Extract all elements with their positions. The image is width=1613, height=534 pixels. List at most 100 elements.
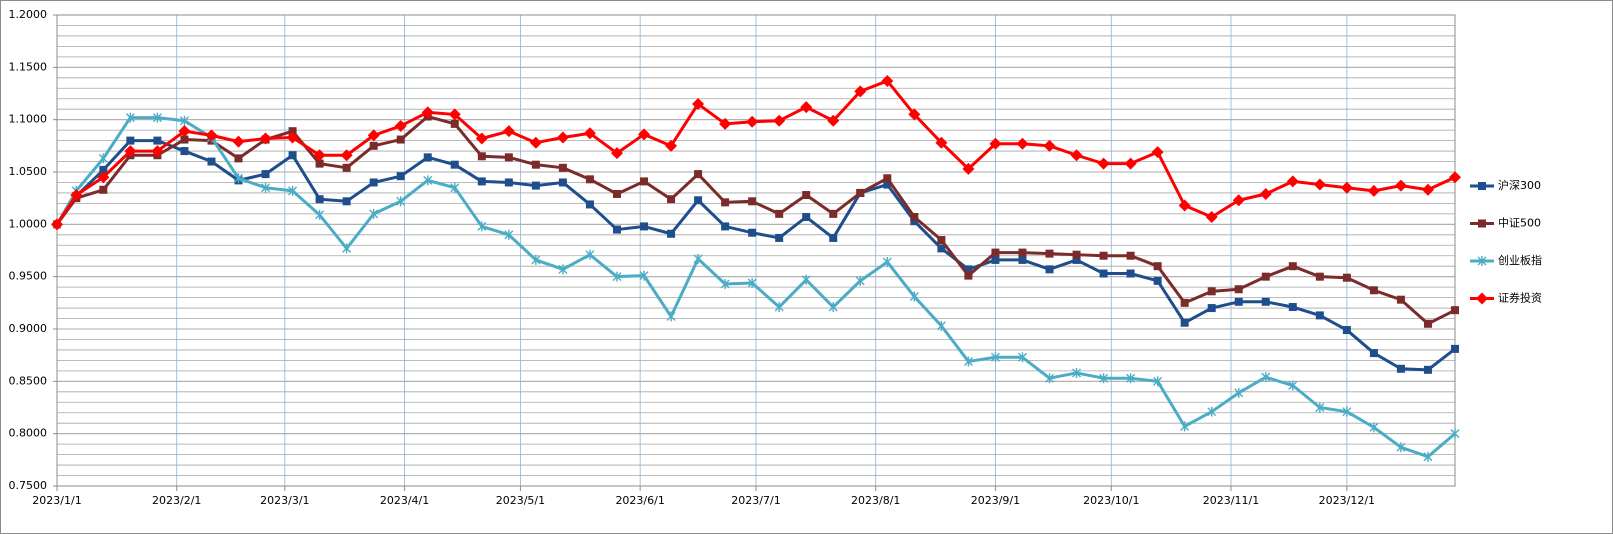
marker [1288,262,1297,271]
marker [1045,265,1054,274]
marker [746,115,759,128]
legend-label: 证券投资 [1498,291,1542,305]
marker [720,278,730,289]
marker [1261,372,1271,383]
marker [1451,306,1459,315]
marker [612,271,622,282]
x-tick-label: 2023/9/1 [971,494,1020,507]
marker [1018,255,1027,264]
marker [1342,406,1352,417]
marker [396,196,406,207]
marker [98,153,108,164]
marker [936,320,946,331]
marker [1180,298,1189,307]
marker [775,209,784,218]
marker [504,229,514,240]
marker [367,129,380,142]
marker [394,119,407,132]
marker [1261,297,1270,306]
y-tick-label: 0.8000 [9,427,48,440]
marker [286,131,299,144]
marker [288,127,297,136]
marker [829,233,838,242]
marker [99,165,108,174]
y-tick-label: 1.1500 [9,60,48,73]
marker [450,160,459,169]
marker [640,222,649,231]
marker [1153,262,1162,271]
marker [180,147,189,156]
marker [261,182,271,193]
marker [1369,286,1378,295]
marker [1396,364,1405,373]
marker [1476,292,1488,305]
marker [99,185,108,194]
marker [531,254,541,265]
y-tick-label: 1.0500 [9,165,48,178]
marker [612,189,621,198]
x-tick-label: 2023/11/1 [1203,494,1259,507]
marker [558,163,567,172]
marker [883,180,892,189]
marker [1072,250,1081,259]
marker [97,171,110,184]
marker [1288,303,1297,312]
marker [261,170,270,179]
marker [1151,146,1164,159]
marker [774,302,784,313]
marker [450,182,460,193]
marker [1450,428,1460,439]
y-tick-label: 1.1000 [9,113,48,126]
marker [421,106,434,119]
marker [1018,248,1027,257]
marker [882,257,892,268]
marker [1070,149,1083,162]
marker [719,117,732,130]
marker [396,135,405,144]
x-tick-label: 2023/10/1 [1083,494,1139,507]
marker [1072,367,1082,378]
y-tick-label: 0.9500 [9,270,48,283]
marker [124,145,137,158]
marker [1396,295,1405,304]
marker [1126,251,1135,260]
x-tick-label: 2023/2/1 [152,494,201,507]
marker [369,141,378,150]
marker [694,170,703,179]
x-tick-label: 2023/7/1 [731,494,780,507]
marker [612,225,621,234]
marker [1234,387,1244,398]
marker [666,311,676,322]
marker [1234,297,1243,306]
marker [450,119,459,128]
marker [1342,273,1351,282]
marker [802,191,811,200]
marker [640,177,649,186]
marker [692,97,705,110]
marker [342,163,351,172]
y-tick-label: 0.8500 [9,374,48,387]
marker [477,152,486,161]
marker [583,127,596,140]
marker [1449,171,1461,184]
marker [232,135,245,148]
marker [964,265,973,274]
marker [1099,269,1108,278]
marker [342,243,352,254]
marker [1259,187,1272,200]
marker [909,291,919,302]
marker [1286,175,1299,188]
x-tick-label: 2023/3/1 [260,494,309,507]
marker [964,271,973,280]
marker [180,135,189,144]
marker [315,209,325,220]
marker [1478,219,1486,228]
marker [1045,249,1054,258]
y-tick-label: 1.0000 [9,217,48,230]
marker [1180,318,1189,327]
marker [288,185,298,196]
marker [125,112,135,123]
marker [1369,422,1379,433]
marker [1153,376,1163,387]
